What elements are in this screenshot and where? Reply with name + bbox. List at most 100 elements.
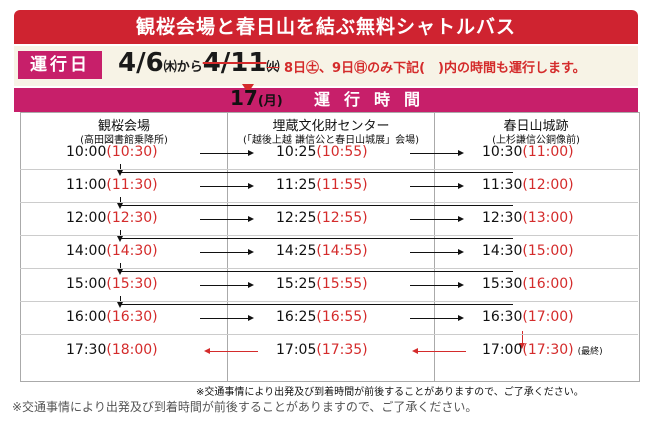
time-weekend: (17:00) xyxy=(522,309,574,325)
operation-dates: 4/6㈭から4/11㈫ xyxy=(118,48,280,78)
date-from: から xyxy=(176,60,203,75)
forward-arrow-icon xyxy=(410,249,464,255)
time-weekend: (17:30) xyxy=(522,342,574,358)
time-weekend: (12:55) xyxy=(316,210,368,226)
time-weekend: (11:55) xyxy=(316,177,368,193)
operation-note: 8日㊏、9日㊐のみ下記( )内の時間も運行します。 xyxy=(284,61,586,76)
time-weekend: (10:55) xyxy=(316,144,368,160)
departure-time: 17:30(18:00) xyxy=(66,342,158,358)
banner-title: 観桜会場と春日山を結ぶ無料シャトルバス xyxy=(14,10,638,44)
forward-arrow-icon xyxy=(410,183,464,189)
time-weekend: (13:00) xyxy=(522,210,574,226)
loop-connector-icon xyxy=(117,263,513,275)
timetable-sheet: 観桜会場と春日山を結ぶ無料シャトルバス 運行日 4/6㈭から4/11㈫ 8日㊏、… xyxy=(10,6,640,398)
date-start: 4/6 xyxy=(118,48,164,78)
time-regular: 11:30 xyxy=(482,177,523,193)
forward-arrow-icon xyxy=(200,282,254,288)
departure-time: 16:25(16:55) xyxy=(276,309,368,325)
row-divider xyxy=(20,169,638,170)
departure-time: 10:25(10:55) xyxy=(276,144,368,160)
time-weekend: (11:00) xyxy=(522,144,574,160)
stop-name: 埋蔵文化財センター xyxy=(272,119,390,134)
departure-time: 14:25(14:55) xyxy=(276,243,368,259)
time-regular: 17:05 xyxy=(276,342,317,358)
stop-sub: (高田図書館乗降所) xyxy=(80,135,168,146)
time-weekend: (15:00) xyxy=(522,243,574,259)
loop-connector-icon xyxy=(117,230,513,242)
time-regular: 12:25 xyxy=(276,210,317,226)
new-end-day: (月) xyxy=(257,94,283,109)
correction-caret-icon xyxy=(242,84,254,93)
departure-time: 11:00(11:30) xyxy=(66,177,158,193)
final-note: (最終) xyxy=(577,347,603,357)
departure-time: 14:00(14:30) xyxy=(66,243,158,259)
time-regular: 15:25 xyxy=(276,276,317,292)
forward-arrow-icon xyxy=(200,249,254,255)
time-weekend: (11:30) xyxy=(106,177,158,193)
departure-time: 16:30(17:00) xyxy=(482,309,574,325)
time-regular: 14:30 xyxy=(482,243,523,259)
departure-time: 12:30(13:00) xyxy=(482,210,574,226)
time-regular: 11:00 xyxy=(66,177,107,193)
forward-arrow-icon xyxy=(200,150,254,156)
departure-time: 17:05(17:35) xyxy=(276,342,368,358)
time-weekend: (14:30) xyxy=(106,243,158,259)
time-regular: 17:30 xyxy=(66,342,107,358)
hours-bar: 運行時間 xyxy=(14,88,638,112)
time-regular: 12:30 xyxy=(482,210,523,226)
departure-time: 16:00(16:30) xyxy=(66,309,158,325)
new-end: 17 xyxy=(230,86,258,110)
date-end-day: ㈫ xyxy=(266,60,280,75)
time-regular: 10:25 xyxy=(276,144,317,160)
forward-arrow-icon xyxy=(200,183,254,189)
footer-note: ※交通事情により出発及び到着時間が前後することがありますので、ご了承ください。 xyxy=(12,400,478,414)
row-divider xyxy=(20,202,638,203)
time-regular: 14:00 xyxy=(66,243,107,259)
time-regular: 10:30 xyxy=(482,144,523,160)
departure-time: 15:25(15:55) xyxy=(276,276,368,292)
departure-time: 10:00(10:30) xyxy=(66,144,158,160)
time-regular: 14:25 xyxy=(276,243,317,259)
time-weekend: (10:30) xyxy=(106,144,158,160)
departure-time: 12:00(12:30) xyxy=(66,210,158,226)
time-weekend: (16:55) xyxy=(316,309,368,325)
departure-time: 15:00(15:30) xyxy=(66,276,158,292)
departure-time: 10:30(11:00) xyxy=(482,144,574,160)
time-regular: 17:00 xyxy=(482,342,523,358)
final-down-arrow-icon xyxy=(519,331,525,349)
stop-name: 春日山城跡 xyxy=(503,119,569,134)
time-weekend: (12:30) xyxy=(106,210,158,226)
time-regular: 16:25 xyxy=(276,309,317,325)
time-weekend: (15:30) xyxy=(106,276,158,292)
loop-connector-icon xyxy=(117,197,513,209)
corrected-end-date: 17(月) xyxy=(230,86,283,110)
time-regular: 11:25 xyxy=(276,177,317,193)
operation-badge: 運行日 xyxy=(18,51,102,79)
departure-time: 14:30(15:00) xyxy=(482,243,574,259)
return-arrow-icon xyxy=(412,348,466,354)
forward-arrow-icon xyxy=(410,315,464,321)
stop-column: 春日山城跡 (上杉謙信公銅像前) xyxy=(433,113,639,381)
stop-sub: (「越後上越 謙信公と春日山城展」会場) xyxy=(243,135,419,146)
forward-arrow-icon xyxy=(410,216,464,222)
departure-time: 15:30(16:00) xyxy=(482,276,574,292)
time-weekend: (17:35) xyxy=(316,342,368,358)
departure-time: 12:25(12:55) xyxy=(276,210,368,226)
return-arrow-icon xyxy=(204,348,258,354)
departure-time: 11:30(12:00) xyxy=(482,177,574,193)
loop-connector-icon xyxy=(117,164,513,176)
stop-column: 観桜会場 (高田図書館乗降所) xyxy=(21,113,227,381)
forward-arrow-icon xyxy=(200,315,254,321)
time-regular: 15:30 xyxy=(482,276,523,292)
departure-time: 17:00(17:30) (最終) xyxy=(482,342,603,358)
row-divider xyxy=(20,235,638,236)
small-note: ※交通事情により出発及び到着時間が前後することがありますので、ご了承ください。 xyxy=(196,387,584,398)
time-regular: 16:00 xyxy=(66,309,107,325)
time-regular: 15:00 xyxy=(66,276,107,292)
departure-time: 11:25(11:55) xyxy=(276,177,368,193)
time-weekend: (16:00) xyxy=(522,276,574,292)
time-weekend: (14:55) xyxy=(316,243,368,259)
row-divider xyxy=(20,301,638,302)
time-weekend: (16:30) xyxy=(106,309,158,325)
time-weekend: (18:00) xyxy=(106,342,158,358)
